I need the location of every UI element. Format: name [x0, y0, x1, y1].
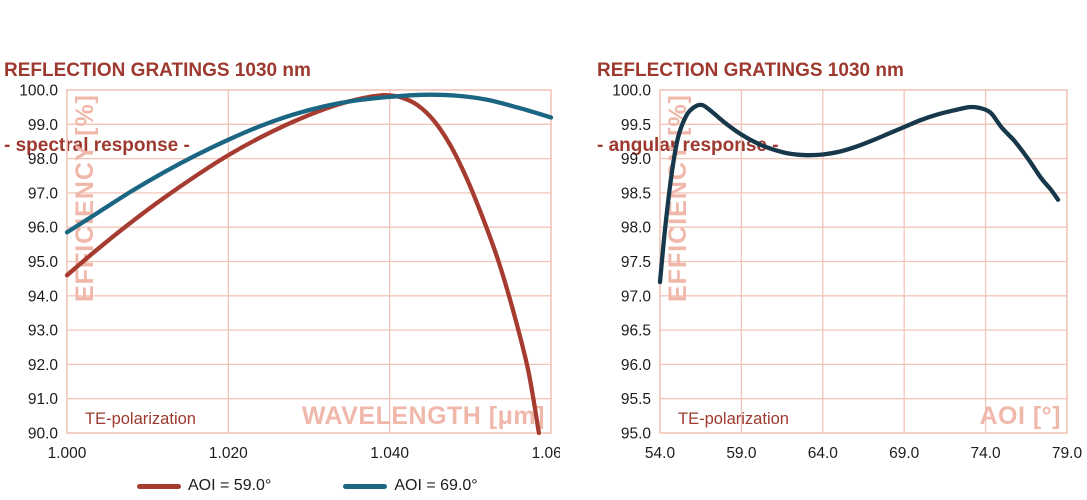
- x-tick-label: 59.0: [726, 445, 757, 462]
- x-tick-label: 1.060: [532, 445, 560, 462]
- y-tick-label: 96.0: [621, 357, 652, 374]
- legend-item-aoi-69: AOI = 69.0°: [343, 477, 478, 495]
- y-tick-label: 99.0: [28, 117, 59, 134]
- y-tick-label: 97.0: [621, 288, 652, 305]
- y-tick-label: 97.0: [28, 185, 59, 202]
- y-tick-label: 98.5: [621, 185, 651, 202]
- polarization-annotation: TE-polarization: [85, 410, 196, 428]
- right-chart-title-line1: REFLECTION GRATINGS 1030 nm: [597, 60, 904, 81]
- legend-swatch-red-line: [137, 483, 181, 489]
- left-chart-title: REFLECTION GRATINGS 1030 nm - spectral r…: [4, 8, 311, 183]
- right-chart-title: REFLECTION GRATINGS 1030 nm - angular re…: [597, 8, 904, 183]
- y-tick-label: 99.5: [621, 117, 651, 134]
- y-tick-label: 100.0: [19, 83, 58, 100]
- legend-label-aoi-69: AOI = 69.0°: [394, 477, 478, 494]
- efficiency-curve: [64, 92, 542, 436]
- x-tick-label: 1.020: [209, 445, 248, 462]
- plot-border: [66, 89, 552, 434]
- polarization-annotation: TE-polarization: [678, 410, 789, 428]
- x-tick-label: 64.0: [808, 445, 839, 462]
- efficiency-curve: [657, 102, 1061, 285]
- y-tick-label: 90.0: [28, 426, 59, 443]
- y-tick-label: 98.0: [621, 220, 652, 237]
- y-tick-label: 97.5: [621, 254, 651, 271]
- x-tick-label: 1.040: [370, 445, 409, 462]
- y-tick-label: 95.0: [28, 254, 59, 271]
- x-axis-label: WAVELENGTH [μm]: [302, 402, 545, 430]
- y-tick-label: 94.0: [28, 288, 59, 305]
- legend-item-aoi-59: AOI = 59.0°: [137, 477, 271, 495]
- x-tick-label: 1.000: [48, 445, 87, 462]
- efficiency-curve: [64, 92, 554, 235]
- angular-response-chart: EFFICIENCY [%]AOI [°]TE-polarization95.0…: [612, 83, 1083, 463]
- y-tick-label: 98.0: [28, 151, 59, 168]
- legend-swatch-teal-line: [343, 483, 388, 489]
- y-tick-label: 96.5: [621, 323, 651, 340]
- x-axis-label: AOI [°]: [979, 402, 1061, 430]
- left-chart-title-line2: - spectral response -: [4, 135, 190, 156]
- legend: AOI = 59.0° AOI = 69.0°: [137, 477, 478, 495]
- y-tick-label: 100.0: [612, 83, 651, 100]
- y-tick-label: 99.0: [621, 151, 652, 168]
- x-tick-label: 74.0: [971, 445, 1002, 462]
- y-tick-label: 92.0: [28, 357, 59, 374]
- y-tick-label: 95.5: [621, 391, 651, 408]
- left-chart-title-line1: REFLECTION GRATINGS 1030 nm: [4, 60, 311, 81]
- x-tick-label: 69.0: [889, 445, 920, 462]
- y-tick-label: 95.0: [621, 426, 652, 443]
- y-tick-label: 91.0: [28, 391, 59, 408]
- y-tick-label: 96.0: [28, 220, 59, 237]
- legend-label-aoi-59: AOI = 59.0°: [188, 477, 272, 494]
- y-tick-label: 93.0: [28, 323, 59, 340]
- spectral-response-chart: EFFICIENCY [%]WAVELENGTH [μm]TE-polariza…: [19, 83, 560, 463]
- x-tick-label: 79.0: [1052, 445, 1083, 462]
- right-chart-title-line2: - angular response -: [597, 135, 779, 156]
- x-tick-label: 54.0: [645, 445, 676, 462]
